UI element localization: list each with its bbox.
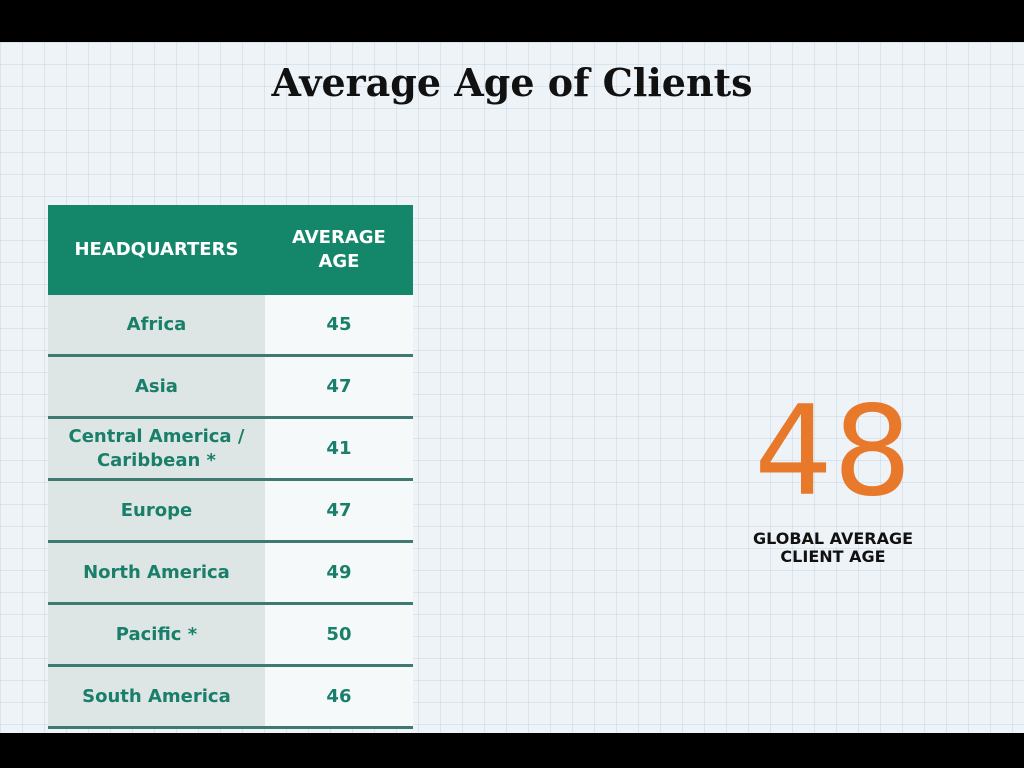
age-table: HEADQUARTERS AVERAGE AGE Africa 45 Asia 47 C… (48, 205, 413, 729)
header-cell: AVERAGE AGE (264, 205, 413, 295)
region-cell: South America (48, 665, 265, 729)
table-row: Africa 45 (48, 295, 413, 357)
age-cell: 49 (264, 541, 413, 605)
table-head: HEADQUARTERS AVERAGE AGE (48, 205, 413, 295)
region-cell: Pacific * (48, 603, 265, 667)
region-cell: Asia (48, 355, 265, 419)
table-body: Africa 45 Asia 47 Central America / Caribbea… (48, 295, 413, 729)
header-row: HEADQUARTERS AVERAGE AGE (48, 205, 413, 295)
age-cell: 47 (264, 479, 413, 543)
age-cell: 46 (264, 665, 413, 729)
region-cell: Central America / Caribbean * (48, 417, 265, 481)
region-cell: North America (48, 541, 265, 605)
region-cell: Europe (48, 479, 265, 543)
table-row: Pacific * 50 (48, 603, 413, 667)
age-cell: 41 (264, 417, 413, 481)
title: Average Age of Clients (271, 60, 753, 105)
age-cell: 45 (264, 295, 413, 357)
table-row: South America 46 (48, 665, 413, 729)
table-row: Asia 47 (48, 355, 413, 419)
stat-value: 48 (754, 380, 912, 524)
table-row: North America 49 (48, 541, 413, 605)
slide: Average Age of Clients HEADQUARTERS AVER… (0, 42, 1024, 733)
age-cell: 50 (264, 603, 413, 667)
table-row: Central America / Caribbean * 41 (48, 417, 413, 481)
table-row: Europe 47 (48, 479, 413, 543)
stat-label: GLOBAL AVERAGE CLIENT AGE (752, 529, 914, 566)
header-cell: HEADQUARTERS (48, 205, 265, 295)
region-cell: Africa (48, 295, 265, 357)
age-cell: 47 (264, 355, 413, 419)
